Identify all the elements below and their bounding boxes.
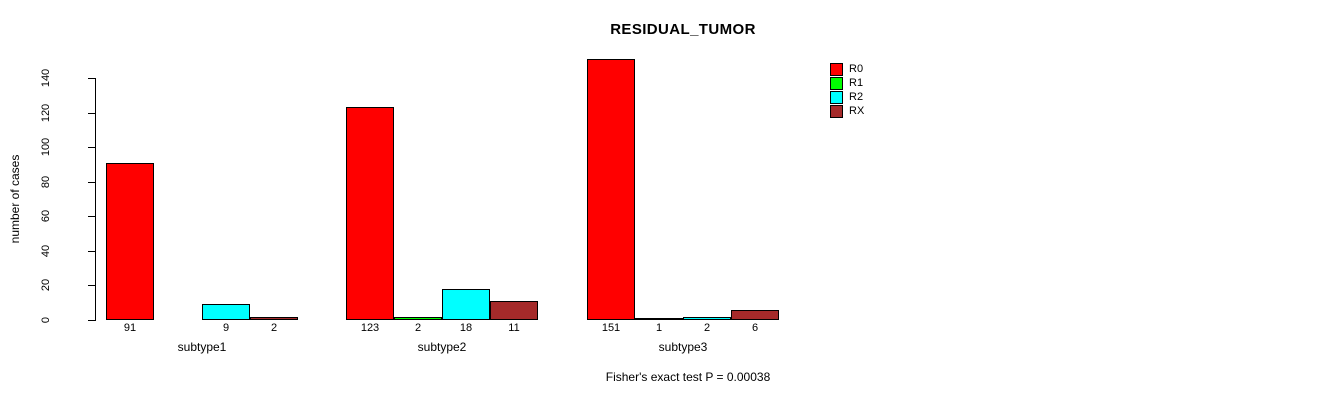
category-label-subtype2: subtype2 <box>417 340 467 354</box>
bar-value-label: 9 <box>222 322 230 334</box>
y-tick <box>88 285 95 287</box>
bar-value-label: 1 <box>655 322 663 334</box>
legend-label: R1 <box>849 77 864 89</box>
legend-swatch-rx <box>830 105 843 118</box>
bar-value-label: 151 <box>601 322 621 334</box>
legend: R0 R1 R2 RX <box>830 63 864 119</box>
y-axis-label: number of cases <box>8 154 22 244</box>
y-tick-label: 60 <box>40 210 52 223</box>
legend-label: R0 <box>849 63 864 75</box>
legend-item-r1: R1 <box>830 77 864 90</box>
legend-item-r2: R2 <box>830 91 864 104</box>
y-tick <box>88 181 95 183</box>
bar-r0-subtype3 <box>587 58 635 320</box>
bar-r2-subtype2 <box>442 288 490 320</box>
bar-r0-subtype1 <box>106 162 154 320</box>
y-tick-label: 40 <box>40 244 52 257</box>
legend-item-r0: R0 <box>830 63 864 76</box>
bar-value-label: 123 <box>360 322 380 334</box>
y-axis-line <box>95 78 96 321</box>
bar-value-label: 11 <box>508 322 520 334</box>
legend-swatch-r1 <box>830 77 843 90</box>
y-tick-label: 20 <box>40 279 52 292</box>
bar-value-label: 6 <box>751 322 759 334</box>
y-tick <box>88 112 95 114</box>
bar-value-label: 2 <box>703 322 711 334</box>
category-label-subtype3: subtype3 <box>658 340 708 354</box>
bar-rx-subtype3 <box>731 309 779 320</box>
bar-rx-subtype2 <box>490 300 538 320</box>
y-tick <box>88 250 95 252</box>
bar-r1-subtype2 <box>394 316 442 320</box>
y-tick <box>88 320 95 321</box>
y-tick <box>88 147 95 149</box>
bar-value-label: 2 <box>270 322 278 334</box>
bar-value-label: 2 <box>414 322 422 334</box>
chart-title: RESIDUAL_TUMOR <box>610 21 756 38</box>
legend-item-rx: RX <box>830 105 864 118</box>
y-tick-label: 120 <box>40 103 52 122</box>
y-tick-label: 100 <box>40 137 52 157</box>
legend-swatch-r2 <box>830 91 843 104</box>
legend-label: RX <box>849 105 865 117</box>
category-label-subtype1: subtype1 <box>177 340 227 354</box>
y-tick-label: 0 <box>40 316 52 324</box>
bar-r2-subtype3 <box>683 316 731 320</box>
bar-value-label: 18 <box>459 322 473 334</box>
bar-r0-subtype2 <box>346 107 394 320</box>
legend-label: R2 <box>849 91 864 103</box>
legend-swatch-r0 <box>830 63 843 76</box>
y-tick <box>88 216 95 218</box>
bar-rx-subtype1 <box>250 316 298 320</box>
bar-value-label: 91 <box>123 322 137 334</box>
y-tick-label: 140 <box>40 68 52 88</box>
y-tick-label: 80 <box>40 175 52 188</box>
y-tick <box>88 78 95 79</box>
bar-r1-subtype3 <box>635 318 683 321</box>
bar-r2-subtype1 <box>202 304 250 320</box>
annotation-fisher-test: Fisher's exact test P = 0.00038 <box>605 370 771 384</box>
